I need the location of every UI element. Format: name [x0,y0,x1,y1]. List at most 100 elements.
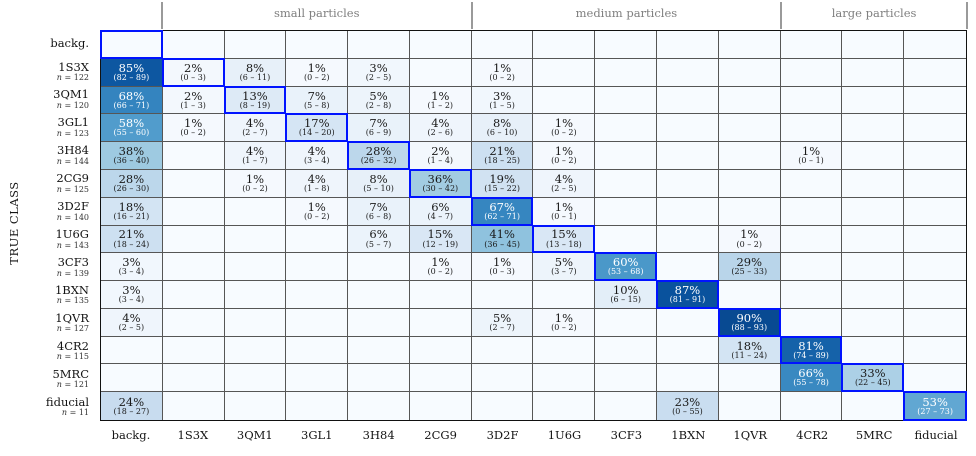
row-label: backg. [0,30,95,58]
cell-confidence-interval: (11 – 24) [731,350,768,360]
matrix-cell: 13% (8 – 19) [223,85,287,115]
cell-percentage: 1% [554,116,573,131]
matrix-cell: 58% (55 – 60) [101,114,163,143]
cell-confidence-interval: (3 – 7) [551,267,577,277]
cell-percentage: 10% [612,283,639,298]
cell-confidence-interval: (0 – 2) [489,72,515,82]
matrix-cell [224,364,287,393]
matrix-cell [780,169,843,198]
matrix-cell [409,336,472,365]
matrix-cell [657,86,719,115]
cell-confidence-interval: (0 – 2) [303,72,330,82]
matrix-cell: 1% (0 – 2) [162,114,225,143]
matrix-cell [842,114,905,143]
column-label: 3CF3 [610,428,643,442]
matrix-cell [780,197,843,226]
matrix-cell: 7% (6 – 9) [348,114,410,143]
cell-confidence-interval: (25 – 33) [731,267,768,277]
matrix-cell: 4% (3 – 4) [286,142,349,170]
matrix-cell [533,31,596,59]
matrix-cell [471,364,534,393]
matrix-cell [842,197,905,226]
cell-percentage: 1% [492,255,512,270]
matrix-cell [657,336,719,365]
cell-percentage: 66% [798,366,824,381]
matrix-cell: 66% (55 – 78) [780,364,843,393]
column-label: 3D2F [486,428,519,442]
cell-confidence-interval: (6 – 8) [365,211,392,221]
matrix-cell [904,308,966,337]
matrix-cell [595,308,658,337]
cell-percentage: 1% [431,88,450,103]
matrix-cell [471,281,534,309]
diagonal-highlight [100,30,163,59]
column-label: 3H84 [362,428,395,442]
column-group-tick [780,2,783,29]
cell-percentage: 13% [242,88,268,103]
matrix-cell: 1% (0 – 2) [533,142,596,170]
row-class-name: 1U6G [55,227,89,242]
matrix-cell [409,308,472,337]
matrix-cell [842,392,905,420]
row-count-label: n = 140 [56,212,89,222]
cell-confidence-interval: (1 – 2) [427,100,454,110]
column-label: 3QM1 [236,428,273,442]
row-count-label: n = 121 [56,380,89,390]
cell-percentage: 60% [612,255,639,270]
matrix-cell [471,31,534,59]
matrix-cell [224,308,287,337]
matrix-cell: 1% (0 – 2) [533,308,596,337]
matrix-cell [409,281,472,309]
matrix-cell: 41% (36 – 45) [471,225,534,254]
matrix-cell [904,253,966,282]
column-label: 1BXN [671,428,706,442]
matrix-cell: 23% (0 – 55) [657,392,719,420]
cell-confidence-interval: (2 – 8) [365,100,392,110]
matrix-cell [162,364,225,393]
cell-percentage: 4% [307,171,326,186]
matrix-cell [842,58,905,87]
matrix-cell [471,336,534,365]
row-class-name: 2CG9 [56,171,89,186]
row-class-name: 1S3X [58,59,89,74]
matrix-cell [286,31,349,59]
matrix-cell [904,169,966,198]
row-count-label: n = 139 [56,268,89,278]
cell-percentage: 87% [674,283,701,298]
cell-percentage: 41% [489,227,515,242]
row-class-name: 3H84 [57,143,89,158]
cell-confidence-interval: (6 – 15) [610,295,641,305]
matrix-cell [657,58,719,87]
cell-confidence-interval: (53 – 68) [607,267,644,277]
matrix-cell [780,86,843,115]
row-class-name: 3CF3 [57,255,89,270]
cell-confidence-interval: (2 – 7) [242,128,268,138]
matrix-cell: 15% (13 – 18) [532,224,596,254]
cell-percentage: 7% [369,116,388,131]
cell-percentage: 8% [245,60,265,75]
cell-confidence-interval: (0 – 3) [180,72,206,82]
row-count-label: n = 143 [56,240,89,250]
matrix-cell: 1% (0 – 2) [533,114,596,143]
row-labels: backg. 1S3X n = 122 3QM1 n = 120 3GL1 n = 123 3… [0,30,95,421]
matrix-cell [409,58,472,87]
matrix-cell [904,86,966,115]
cell-percentage: 33% [860,366,886,381]
row-label: 3H84 n = 144 [0,142,95,170]
cell-confidence-interval: (55 – 60) [113,128,150,138]
cell-percentage: 1% [554,199,573,214]
row-class-name: backg. [50,36,89,51]
cell-percentage: 2% [184,60,203,75]
column-group-tick [470,2,473,29]
row-class-name: 3QM1 [53,87,89,102]
matrix-cell [842,308,905,337]
matrix-cell [904,197,966,226]
matrix-cell: 4% (1 – 7) [224,142,287,170]
cell-confidence-interval: (0 – 3) [489,267,515,277]
matrix-cell: 4% (2 – 5) [101,308,163,337]
cell-confidence-interval: (3 – 4) [303,156,330,166]
cell-confidence-interval: (55 – 78) [793,378,829,388]
cell-confidence-interval: (0 – 1) [798,156,824,166]
matrix-cell: 17% (14 – 20) [285,113,349,143]
matrix-cell [780,31,843,59]
